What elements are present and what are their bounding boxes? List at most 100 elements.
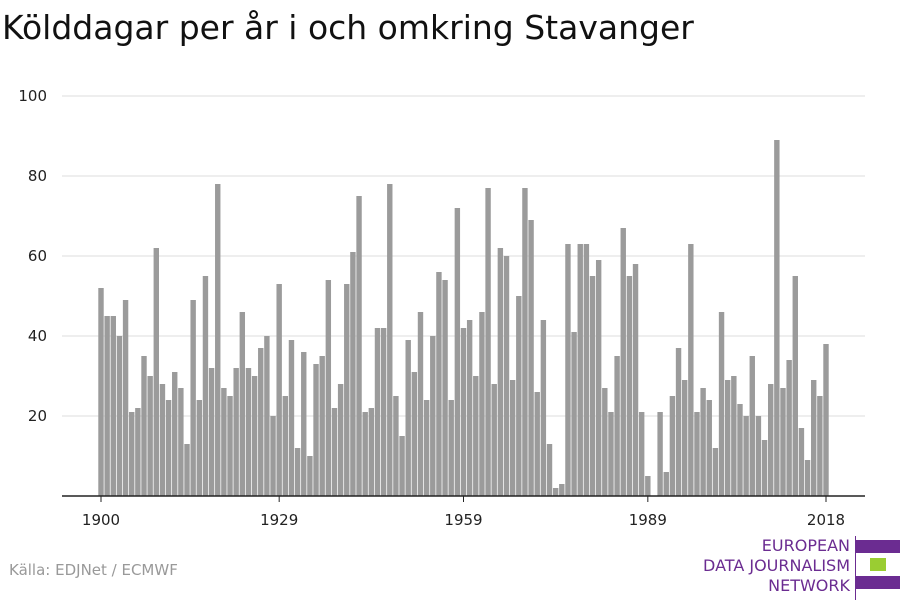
bar-1914 [184,444,190,496]
bar-2013 [792,276,798,496]
bar-1973 [546,444,553,496]
bar-1912 [172,372,178,496]
x-axis [62,495,865,502]
bar-1904 [122,300,129,496]
bar-1916 [196,400,203,496]
bar-1951 [411,372,418,496]
y-tick-label-60: 60 [28,247,47,265]
x-tick-label-2018: 2018 [807,511,845,529]
y-tick-label-100: 100 [18,87,47,105]
bar-1969 [522,188,528,496]
bar-1929 [276,284,282,496]
bar-1992 [663,472,669,496]
bar-2007 [755,416,762,496]
bar-1950 [405,340,411,496]
bar-1927 [264,336,270,496]
bar-2011 [780,388,786,496]
bar-2015 [804,460,811,496]
y-tick-label-40: 40 [28,327,47,345]
bar-2014 [798,428,805,496]
bar-2003 [731,376,737,496]
bar-2006 [749,356,755,496]
bar-1959 [460,328,467,496]
bar-1922 [233,368,239,496]
bar-1961 [473,376,479,496]
x-tick-label-1929: 1929 [260,511,298,529]
bar-2016 [811,380,817,496]
bar-1900 [98,288,104,496]
bar-1988 [638,412,645,496]
edjnet-logo: EUROPEAN DATA JOURNALISM NETWORK [700,536,900,600]
bar-1958 [454,208,461,496]
bar-1901 [104,316,110,496]
bar-1947 [387,184,393,496]
bar-1972 [540,320,547,496]
bar-1956 [442,280,448,496]
bar-1913 [178,388,184,496]
bar-1960 [466,320,473,496]
x-tick-label-1959: 1959 [444,511,482,529]
bar-1957 [448,400,454,496]
bar-1970 [528,220,534,496]
bar-1937 [325,280,332,496]
bar-1979 [583,244,590,496]
bar-1966 [503,256,510,496]
bar-2010 [774,140,780,496]
bar-1971 [534,392,540,496]
bar-1967 [509,380,516,496]
bar-1941 [350,252,356,496]
bar-1943 [362,412,368,496]
bar-1915 [190,300,196,496]
bar-1934 [307,456,313,496]
bar-1919 [215,184,221,496]
x-tick-labels: 1900 1929 1959 1989 2018 [82,511,845,529]
bar-1936 [319,356,325,496]
bar-2001 [718,312,725,496]
bar-1949 [399,436,405,496]
bar-1932 [294,448,301,496]
y-tick-label-80: 80 [28,167,47,185]
bar-2002 [724,380,731,496]
x-tick-label-1989: 1989 [629,511,667,529]
bar-1952 [417,312,424,496]
bar-1994 [675,348,682,496]
logo-bar-purple-top [856,540,900,553]
bar-1920 [221,388,227,496]
bar-1940 [344,284,350,496]
bar-1989 [645,476,651,496]
bar-1974 [552,488,559,496]
bar-1993 [669,396,676,496]
bar-1910 [159,384,166,496]
bar-2012 [786,360,792,496]
bar-1907 [141,356,147,496]
bar-1948 [393,396,399,496]
bar-2004 [737,404,743,496]
bar-1906 [135,408,141,496]
logo-line-1: EUROPEAN [761,536,850,555]
bar-1998 [700,388,706,496]
bar-1986 [626,276,633,496]
bars [98,140,829,496]
logo-line-2: DATA JOURNALISM [703,556,850,575]
bar-1911 [165,400,172,496]
bar-1918 [208,368,215,496]
bar-1908 [147,376,153,496]
y-tick-label-20: 20 [28,407,47,425]
bar-1930 [282,396,289,496]
bar-1933 [301,352,307,496]
bar-1997 [694,412,700,496]
bar-1928 [270,416,276,496]
bar-1921 [227,396,233,496]
source-note: Källa: EDJNet / ECMWF [9,561,178,579]
bar-1924 [245,368,252,496]
bar-1939 [337,384,344,496]
bar-1983 [608,412,614,496]
x-tick-label-1900: 1900 [82,511,120,529]
bar-1964 [491,384,497,496]
bar-1938 [331,408,338,496]
bar-1978 [577,244,583,496]
bar-1953 [423,400,430,496]
bar-1965 [497,248,504,496]
bar-1909 [153,248,159,496]
bar-2017 [817,396,823,496]
